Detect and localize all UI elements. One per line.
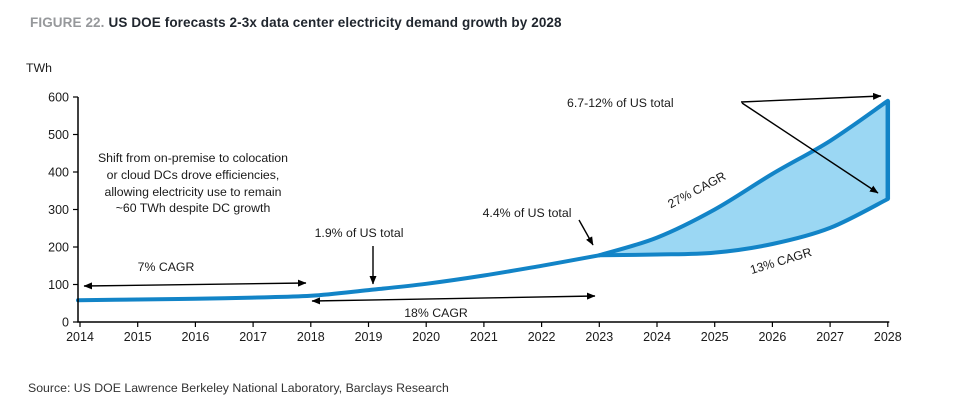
x-tick-label: 2025 <box>701 330 729 344</box>
efficiency-note: Shift from on-premise to colocation or c… <box>84 150 302 217</box>
figure-title: FIGURE 22. US DOE forecasts 2-3x data cen… <box>30 15 562 30</box>
x-tick-label: 2026 <box>758 330 786 344</box>
efficiency-note-line-4: ~60 TWh despite DC growth <box>115 201 271 216</box>
x-tick-label: 2019 <box>355 330 383 344</box>
y-axis-unit-label: TWh <box>26 61 52 75</box>
y-tick-label: 600 <box>48 91 69 105</box>
efficiency-note-line-2: or cloud DCs drove efficiencies, <box>106 167 280 182</box>
x-tick-label: 2016 <box>181 330 209 344</box>
forecast-range-fill <box>599 100 888 256</box>
x-tick-label: 2024 <box>643 330 671 344</box>
x-tick-label: 2023 <box>585 330 613 344</box>
y-tick-label: 300 <box>48 203 69 217</box>
figure-number-label: FIGURE 22. <box>30 15 105 30</box>
annotation-arrow <box>83 279 307 290</box>
y-tick-label: 400 <box>48 166 69 180</box>
annotation-arrow <box>740 92 882 103</box>
cagr-label-2014-2018: 7% CAGR <box>137 260 195 274</box>
annotation-arrows <box>83 92 882 305</box>
source-attribution: Source: US DOE Lawrence Berkeley Nationa… <box>28 381 449 395</box>
y-tick-label: 100 <box>48 278 69 292</box>
y-tick-label: 200 <box>48 241 69 255</box>
x-tick-label: 2015 <box>124 330 152 344</box>
x-tick-label: 2027 <box>816 330 844 344</box>
efficiency-note-line-3: allowing electricity use to remain <box>104 184 282 199</box>
axes: 0 100 200 300 400 500 600 2014 2015 2016 2017 2018 2… <box>48 91 902 345</box>
figure-title-text: US DOE forecasts 2-3x data center electr… <box>108 15 562 30</box>
us-total-share-2019-label: 1.9% of US total <box>314 226 404 240</box>
x-tick-label: 2014 <box>66 330 94 344</box>
x-tick-label: 2022 <box>528 330 556 344</box>
x-tick-label: 2021 <box>470 330 498 344</box>
y-tick-label: 0 <box>62 316 69 330</box>
cagr-label-2018-2023: 18% CAGR <box>404 306 468 320</box>
annotation-arrow <box>741 102 879 194</box>
annotation-arrow <box>311 292 596 305</box>
efficiency-note-line-1: Shift from on-premise to colocation <box>97 151 288 165</box>
y-tick-label: 500 <box>48 128 69 142</box>
us-total-share-2023-label: 4.4% of US total <box>482 206 572 220</box>
x-tick-label: 2020 <box>412 330 440 344</box>
x-tick-label: 2017 <box>239 330 267 344</box>
us-total-share-2028-label: 6.7-12% of US total <box>567 96 674 110</box>
x-tick-label: 2018 <box>297 330 325 344</box>
x-tick-label: 2028 <box>874 330 902 344</box>
annotation-arrow <box>578 219 594 246</box>
